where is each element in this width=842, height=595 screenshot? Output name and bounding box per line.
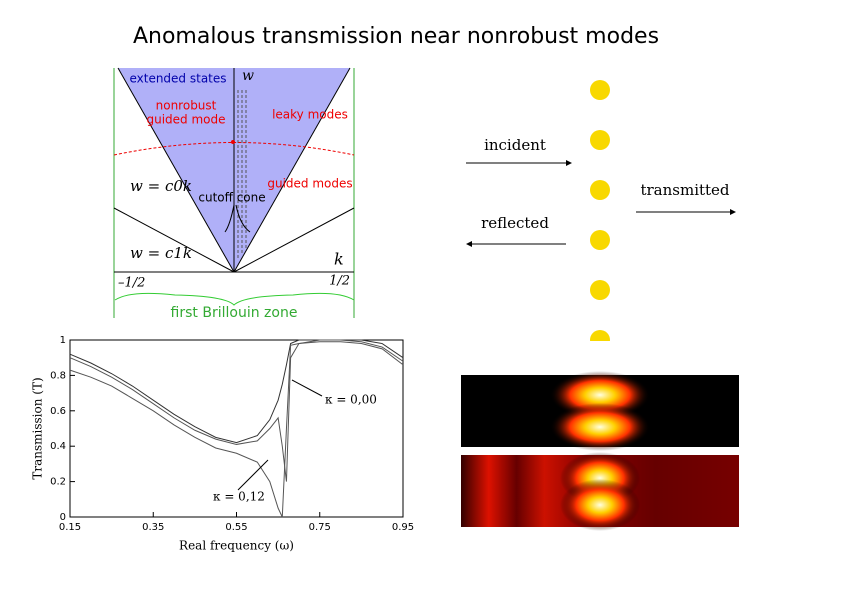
annotation: κ = 0,12 — [213, 490, 265, 504]
y-tick-label: 1 — [60, 335, 66, 346]
label: guided modes — [267, 177, 352, 191]
x-axis-label: Real frequency (ω) — [179, 539, 294, 553]
band-diagram: extended states w nonrobust guided mode … — [113, 67, 355, 321]
zone-brace — [114, 292, 355, 306]
y-tick-label: 0 — [60, 512, 66, 523]
label: k — [334, 250, 344, 269]
light-line — [113, 207, 235, 273]
x-tick-label: 0.15 — [59, 522, 81, 533]
mode-point — [231, 140, 235, 144]
series-line — [69, 339, 404, 482]
x-tick-label: 0.95 — [392, 522, 414, 533]
field-images — [461, 371, 739, 531]
light-line — [233, 67, 351, 273]
label: –1/2 — [118, 276, 145, 291]
cutoff-arrows — [224, 204, 251, 233]
y-tick-label: 0.6 — [50, 406, 66, 417]
title: Anomalous transmission near nonrobust mo… — [133, 24, 659, 49]
x-tick-label: 0.35 — [142, 522, 164, 533]
label: first Brillouin zone — [171, 305, 298, 321]
label: leaky modes — [272, 108, 348, 122]
annotation-arrow — [291, 379, 323, 397]
label: nonrobust — [156, 99, 217, 113]
y-axis-label: Transmission (T) — [31, 377, 45, 479]
label: guided mode — [146, 113, 225, 127]
x-tick-label: 0.55 — [225, 522, 247, 533]
label: incident — [484, 136, 546, 154]
label: w = c0k — [130, 177, 192, 195]
x-tick-label: 0.75 — [309, 522, 331, 533]
label: w — [242, 68, 254, 84]
label: transmitted — [640, 181, 729, 199]
series-line — [69, 341, 404, 518]
annotation-arrow — [237, 459, 269, 491]
y-tick-label: 0.2 — [50, 477, 66, 488]
light-line — [117, 67, 235, 273]
light-line — [233, 207, 355, 273]
y-tick-label: 0.4 — [50, 441, 66, 452]
transmission-chart: 0 0.2 0.4 0.6 0.8 1 0.15 0.35 0.55 0.75 0.95 Real f… — [31, 335, 415, 553]
label: reflected — [481, 214, 549, 232]
label: extended states — [129, 72, 226, 86]
label: w = c1k — [130, 244, 192, 262]
label: 1/2 — [329, 274, 350, 289]
schematic: incident transmitted reflected — [466, 80, 736, 353]
annotation: κ = 0,00 — [325, 393, 377, 407]
label: cutoff cone — [198, 191, 265, 205]
y-tick-label: 0.8 — [50, 370, 66, 381]
